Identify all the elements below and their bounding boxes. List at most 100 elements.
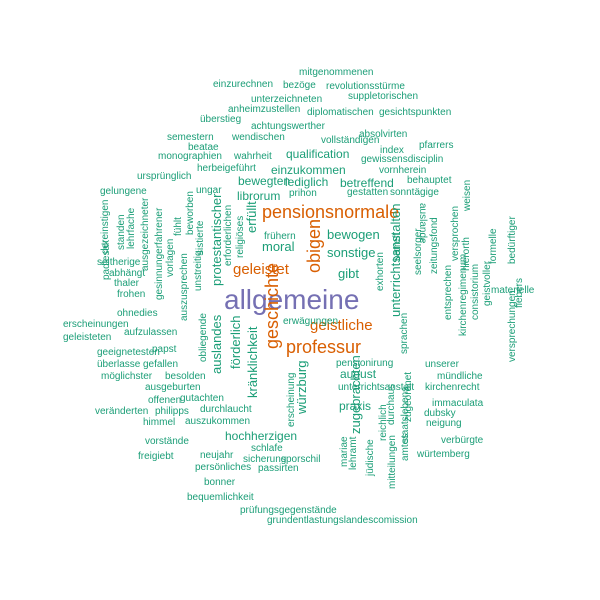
word: bezöge: [283, 80, 316, 91]
word: gutachten: [180, 393, 224, 404]
word: consistorium: [470, 263, 481, 320]
word: geleistet: [233, 261, 289, 278]
word: vollständigen: [321, 135, 380, 146]
word: mitgenommenen: [299, 67, 374, 78]
word: exhorten: [375, 252, 386, 291]
word: betreff: [392, 232, 403, 261]
word: erforderlichen: [223, 204, 234, 266]
word: anheimzustellen: [228, 104, 301, 115]
word: freigiebt: [138, 451, 174, 462]
word: sicherung: [243, 454, 287, 465]
word: einzurechnen: [213, 79, 274, 90]
word: frühern: [264, 231, 296, 242]
word: durchlaucht: [200, 404, 252, 415]
word: lehramt: [348, 436, 359, 470]
word: gibt: [338, 266, 359, 281]
word: geleisteten: [63, 332, 112, 343]
word: amtes: [400, 433, 411, 461]
word: moral: [262, 239, 295, 254]
word: förderlich: [228, 315, 243, 369]
word: gewissensdisciplin: [361, 154, 444, 165]
word: abhängt: [109, 268, 146, 279]
word: erwägungen: [283, 316, 339, 327]
word: pfarrers: [419, 140, 454, 151]
word: weisen: [462, 179, 473, 211]
word: pensionsnormale: [262, 202, 400, 222]
word: librorum: [237, 189, 281, 203]
word: möglichster: [101, 371, 153, 382]
word: immaculata: [432, 398, 484, 409]
word: index: [380, 145, 404, 156]
word: gesichtspunkten: [379, 107, 452, 118]
word: gelungene: [100, 186, 147, 197]
word: aufzulassen: [124, 327, 178, 338]
word: veränderten: [95, 406, 149, 417]
word: gefallen: [143, 359, 179, 370]
word: semestern: [167, 132, 214, 143]
word: fiebers: [514, 277, 525, 308]
word: vornherein: [379, 165, 427, 176]
word: absolvirten: [359, 129, 408, 140]
word: bonner: [204, 477, 236, 488]
word: ausgezeichneter: [140, 197, 151, 271]
word: mitteilungen: [387, 435, 398, 489]
word: sonntägige: [390, 187, 439, 198]
word: philipps: [155, 406, 189, 417]
word: überstieg: [200, 114, 242, 125]
word: lediglich: [285, 175, 329, 189]
word: allgemeine: [224, 284, 360, 315]
word: dubsky: [424, 408, 456, 419]
word: bequemlichkeit: [187, 492, 254, 503]
word: ausgeburten: [145, 382, 201, 393]
word: bewogen: [327, 227, 380, 242]
word: grundentlastungslandescomission: [267, 515, 418, 526]
word: geeignetesten: [97, 347, 160, 358]
word: padlesak: [101, 239, 112, 280]
word: beatae: [188, 142, 219, 153]
word: persönliches: [195, 462, 252, 473]
word: seitherige: [97, 257, 141, 268]
word: wendischen: [232, 132, 285, 143]
word: unterzeichneten: [251, 94, 323, 105]
word: qualification: [286, 147, 350, 161]
word: neigung: [426, 418, 462, 429]
word: revolutionsstürme: [326, 81, 405, 92]
word: mündliche: [437, 371, 483, 382]
word: papst: [152, 344, 177, 355]
word: erscheinungen: [63, 319, 129, 330]
word: auslande: [417, 203, 428, 244]
word: monographien: [158, 151, 222, 162]
word: pensionirung: [336, 358, 394, 369]
word: auslandes: [209, 314, 224, 374]
word: wahrheit: [234, 151, 272, 162]
word: august: [340, 367, 377, 381]
word: kirchenrecht: [425, 382, 480, 393]
word: kirchenregimenum: [458, 253, 469, 336]
word: fühlt: [173, 217, 184, 236]
word: religiöses: [235, 215, 246, 258]
word: auszukommen: [185, 416, 251, 427]
word: achtungswerther: [251, 121, 325, 132]
word: geistvoller: [482, 260, 493, 306]
word: ursprünglich: [137, 171, 192, 182]
word: entsprechen: [443, 264, 454, 320]
word: unserer: [425, 359, 459, 370]
word: prüfungsgegenstände: [240, 505, 337, 516]
word: vorstände: [145, 436, 189, 447]
word: kränklichkeit: [245, 326, 260, 398]
word: offenen: [148, 395, 182, 406]
word: lehrfache: [126, 207, 137, 249]
word: materielle: [491, 285, 535, 296]
word: professur: [286, 337, 362, 357]
word: unstreitig: [193, 250, 204, 291]
word: schlafe: [251, 443, 283, 454]
word: erscheinung: [286, 372, 297, 427]
word: bewegten: [238, 174, 291, 188]
word: geistliche: [310, 317, 373, 334]
word: würtemberg: [417, 449, 470, 460]
word: passirten: [258, 463, 299, 474]
word: bedürftiger: [507, 216, 518, 264]
word: obigen: [304, 218, 324, 273]
word: sprachen: [399, 312, 410, 354]
